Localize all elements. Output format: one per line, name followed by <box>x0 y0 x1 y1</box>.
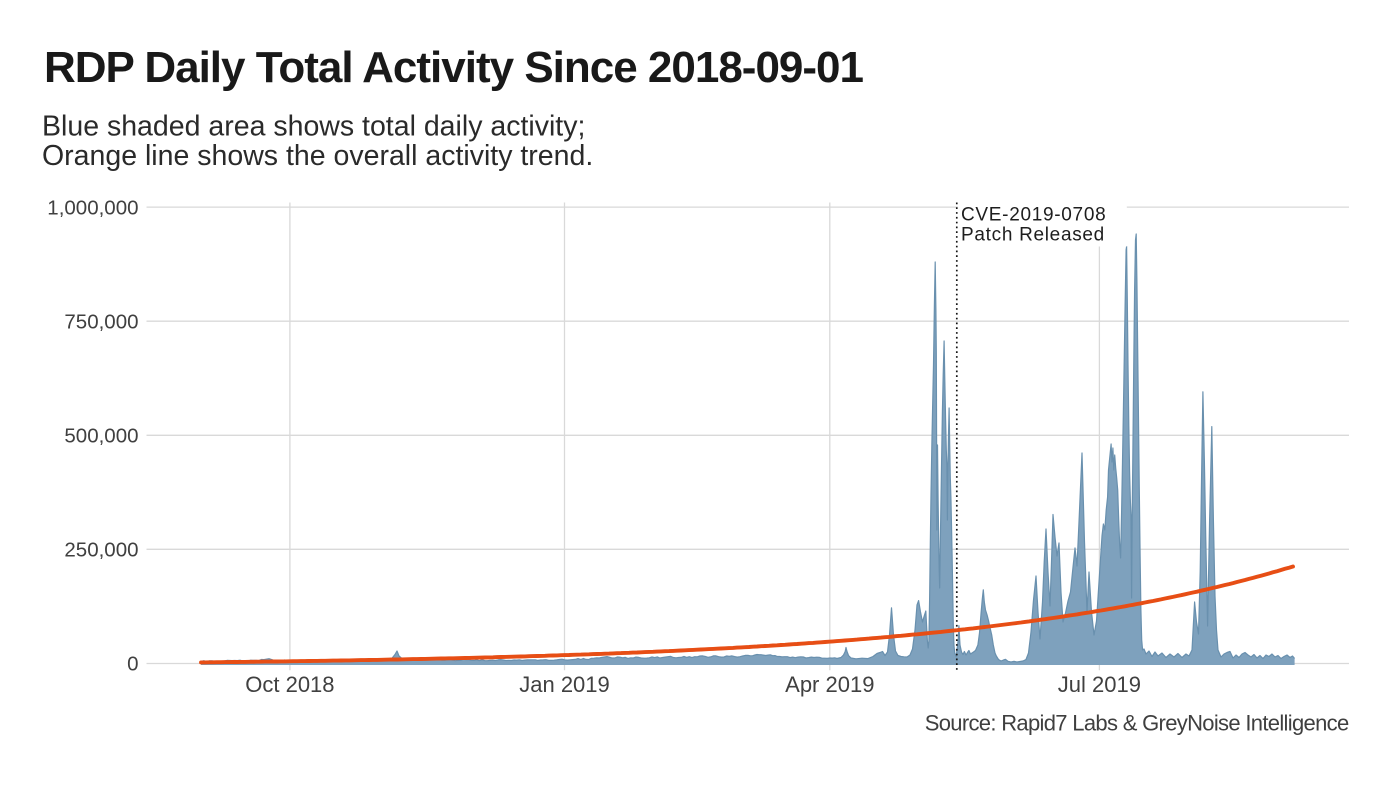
svg-text:Patch Released: Patch Released <box>961 225 1105 246</box>
svg-text:1,000,000: 1,000,000 <box>47 196 138 219</box>
svg-text:Jul 2019: Jul 2019 <box>1058 672 1141 697</box>
svg-text:Orange line shows the overall: Orange line shows the overall activity t… <box>42 140 593 172</box>
svg-text:250,000: 250,000 <box>64 539 138 562</box>
svg-text:Jan 2019: Jan 2019 <box>519 672 610 697</box>
svg-text:Source: Rapid7 Labs & GreyNois: Source: Rapid7 Labs & GreyNoise Intellig… <box>925 711 1349 736</box>
svg-text:Blue shaded area shows total d: Blue shaded area shows total daily activ… <box>42 111 585 143</box>
svg-text:500,000: 500,000 <box>64 425 138 448</box>
svg-text:750,000: 750,000 <box>64 310 138 333</box>
svg-text:Apr 2019: Apr 2019 <box>785 672 874 697</box>
svg-text:CVE-2019-0708: CVE-2019-0708 <box>961 205 1106 226</box>
svg-text:0: 0 <box>127 653 138 676</box>
svg-text:RDP Daily Total Activity Since: RDP Daily Total Activity Since 2018-09-0… <box>44 43 864 92</box>
svg-text:Oct 2018: Oct 2018 <box>245 672 334 697</box>
